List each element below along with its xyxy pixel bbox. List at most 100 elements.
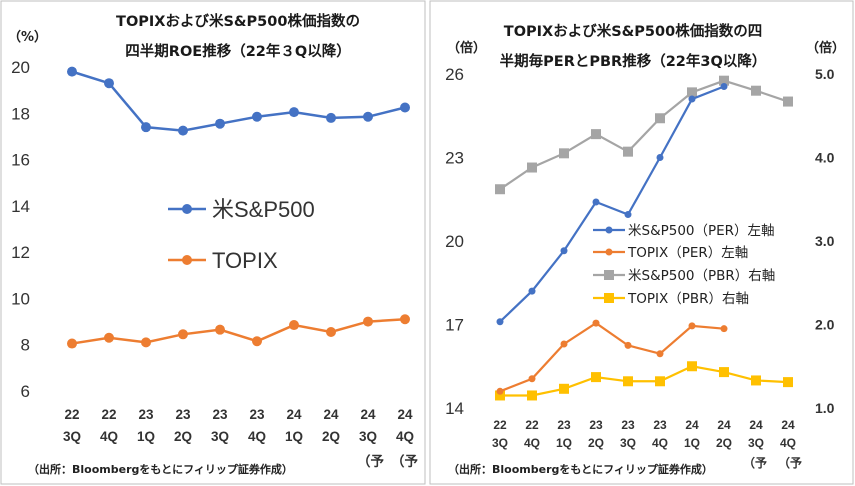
left-data-point [289, 320, 299, 331]
left-y-tick-label: 18 [11, 104, 30, 123]
right-data-point [783, 96, 793, 107]
left-data-point [400, 314, 410, 325]
left-x-tick-label: 23 [175, 407, 191, 422]
left-x-tick-label: 3Q [63, 429, 81, 444]
right-data-point [559, 383, 569, 394]
left-x-tick-label: 23 [212, 407, 228, 422]
right-data-point [527, 162, 537, 173]
right-data-point [528, 287, 536, 295]
right-x-tick-label: 22 [525, 418, 539, 432]
right-data-point [751, 375, 761, 386]
left-legend-label: 米S&P500 [212, 197, 315, 222]
right-data-point [624, 341, 632, 349]
left-panel-border [0, 0, 426, 485]
right-data-point [656, 154, 664, 161]
right-right-y-tick-label: 2.0 [815, 317, 835, 333]
left-data-point [252, 111, 262, 122]
right-data-point [496, 318, 504, 326]
right-x-tick-label: 22 [493, 418, 507, 432]
right-x-tick-label: 24 [781, 418, 795, 432]
right-data-point [496, 387, 504, 395]
left-legend-label: TOPIX [212, 248, 278, 273]
left-data-point [104, 332, 114, 343]
left-chart-title-line2: 四半期ROE推移（22年３Q以降） [125, 42, 350, 60]
left-y-tick-label: 8 [21, 336, 30, 355]
left-x-tick-label: 3Q [211, 429, 229, 444]
left-y-tick-label: 16 [11, 151, 30, 170]
right-data-point [783, 377, 793, 388]
right-x-tick-label: 23 [653, 418, 667, 432]
left-data-point [141, 337, 151, 348]
right-x-tick-label: 4Q [652, 436, 668, 450]
right-x-tick-label: 23 [557, 418, 571, 432]
right-legend-label: 米S&P500（PBR）右軸 [628, 268, 775, 284]
left-data-point [400, 102, 410, 113]
right-data-point [591, 129, 601, 140]
left-x-tick-label: 23 [249, 407, 265, 422]
right-data-point [687, 361, 697, 372]
right-x-tick-label: 1Q [556, 436, 572, 450]
left-legend-swatch-marker [182, 204, 192, 214]
left-data-point [363, 111, 373, 122]
right-series-line-0 [499, 85, 725, 323]
right-data-point [495, 390, 505, 401]
right-data-point [528, 375, 536, 383]
right-data-point [559, 148, 569, 159]
right-left-y-tick-label: 14 [445, 399, 464, 418]
right-data-point [592, 198, 600, 206]
right-right-y-tick-label: 5.0 [815, 66, 835, 82]
left-x-tick-label: 24 [397, 407, 413, 422]
right-data-point [719, 367, 729, 378]
right-data-point [688, 95, 696, 103]
left-chart-title-line1: TOPIXおよび米S&P500株価指数の [116, 12, 360, 30]
right-legend-label: 米S&P500（PER）左軸 [628, 223, 775, 239]
right-x-tick-label: 24 [685, 418, 699, 432]
right-left-y-tick-label: 17 [445, 316, 464, 335]
right-data-point [623, 146, 633, 157]
right-chart-plot: 14 17 20 23 26 1.0 2.0 3.0 4.0 5.0 22 3Q 22 4Q 23 1Q 23 2… [445, 65, 835, 450]
right-legend-label: TOPIX（PBR）右軸 [627, 291, 749, 307]
right-left-axis-unit: （倍） [447, 40, 486, 56]
right-x-tick-label: 2Q [716, 436, 732, 450]
right-x-tick-label: 23 [621, 418, 635, 432]
left-y-axis-unit: （%） [8, 29, 47, 45]
right-chart-title-line1: TOPIXおよび米S&P500株価指数の四 [504, 22, 762, 40]
right-source-note: （出所：Bloombergをもとにフィリップ証券作成） [448, 462, 713, 476]
right-series-line-2 [499, 79, 789, 191]
left-data-point [178, 329, 188, 340]
left-series-line-0 [71, 70, 406, 132]
left-x-tick-label: 3Q [359, 429, 377, 444]
right-data-point [655, 113, 665, 124]
right-forecast-note-1: （予 [743, 455, 767, 470]
left-series-line-1 [71, 318, 406, 345]
right-right-axis-unit: （倍） [806, 40, 845, 56]
right-data-point [688, 322, 696, 330]
right-left-y-tick-label: 20 [445, 232, 464, 251]
right-x-tick-label: 4Q [780, 436, 796, 450]
right-data-point [591, 372, 601, 383]
left-data-point [326, 326, 336, 337]
left-x-tick-label: 1Q [285, 429, 303, 444]
left-x-tick-label: 24 [286, 407, 302, 422]
left-y-tick-label: 12 [11, 243, 30, 262]
right-x-tick-label: 3Q [748, 436, 764, 450]
left-x-tick-label: 24 [360, 407, 376, 422]
left-x-tick-label: 24 [323, 407, 339, 422]
right-data-point [624, 211, 632, 219]
left-data-point [141, 122, 151, 133]
right-x-tick-label: 2Q [588, 436, 604, 450]
right-legend-swatch-marker [605, 248, 613, 256]
right-x-tick-label: 24 [717, 418, 731, 432]
left-y-tick-label: 20 [11, 58, 30, 77]
right-data-point [592, 319, 600, 327]
right-legend-swatch-marker [604, 293, 614, 303]
left-data-point [67, 338, 77, 349]
right-x-tick-label: 1Q [684, 436, 700, 450]
left-chart-plot: 6 8 10 12 14 16 18 20 22 3Q 22 4Q 23 1Q 23 2Q 23 3Q 23 4Q 24… [11, 58, 414, 444]
right-chart-title-line2: 半期毎PERとPBR推移（22年3Q以降） [500, 52, 767, 70]
left-data-point [363, 316, 373, 327]
right-x-tick-label: 23 [589, 418, 603, 432]
right-series-line-1 [499, 321, 725, 393]
right-data-point [527, 390, 537, 401]
